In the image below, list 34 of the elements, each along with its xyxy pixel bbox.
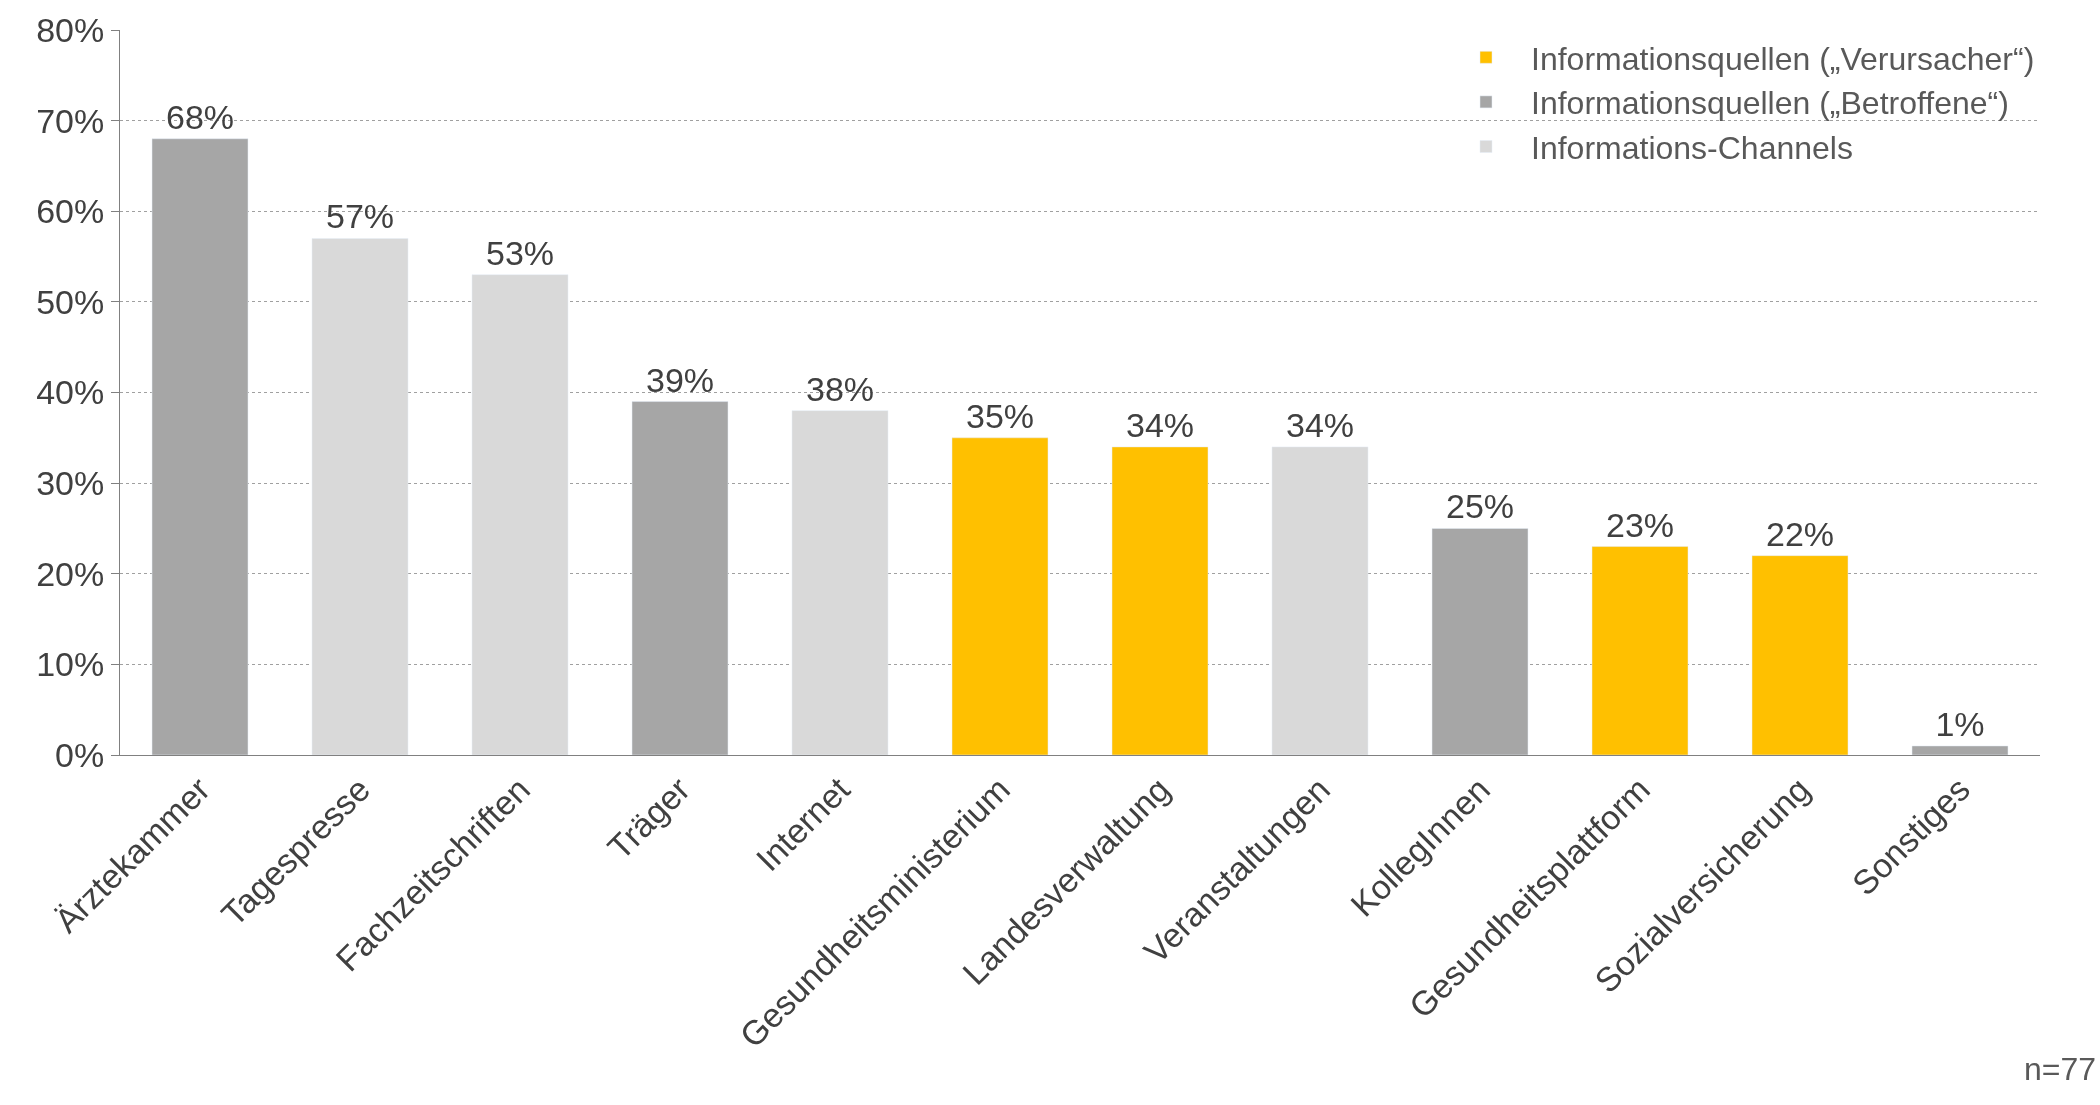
data-label: 57% [325, 197, 395, 236]
data-label: 38% [805, 369, 875, 408]
bar [1271, 446, 1369, 755]
y-tick-label: 20% [36, 554, 105, 593]
legend-label: Informationsquellen („Betroffene“) [1531, 85, 2009, 122]
legend-label: Informationsquellen („Verursacher“) [1531, 40, 2035, 77]
data-label: 53% [485, 233, 555, 272]
y-tick-label: 60% [36, 192, 105, 231]
bar [1591, 546, 1689, 755]
data-label: 1% [1935, 704, 1985, 743]
data-label: 25% [1445, 487, 1515, 526]
bar [1751, 555, 1849, 755]
y-tick-label: 10% [36, 645, 105, 684]
y-tick-label: 40% [36, 373, 105, 412]
data-label: 35% [965, 396, 1035, 435]
data-label: 22% [1765, 514, 1835, 553]
bar [951, 437, 1049, 755]
legend-label: Informations-Channels [1531, 129, 1853, 166]
data-label: 39% [645, 360, 715, 399]
text: n=77 [2024, 1051, 2097, 1087]
y-tick-label: 0% [55, 735, 105, 774]
y-tick-label: 80% [36, 10, 105, 49]
data-label: 34% [1125, 405, 1195, 444]
data-label: 23% [1605, 505, 1675, 544]
bar [1111, 446, 1209, 755]
y-tick-label: 30% [36, 464, 105, 503]
data-label: 68% [165, 97, 235, 136]
y-tick-label: 50% [36, 282, 105, 321]
y-tick-label: 70% [36, 101, 105, 140]
bar [311, 238, 409, 755]
bar [471, 274, 569, 755]
bar [791, 410, 889, 755]
data-label: 34% [1285, 405, 1355, 444]
bar [1911, 745, 2009, 755]
